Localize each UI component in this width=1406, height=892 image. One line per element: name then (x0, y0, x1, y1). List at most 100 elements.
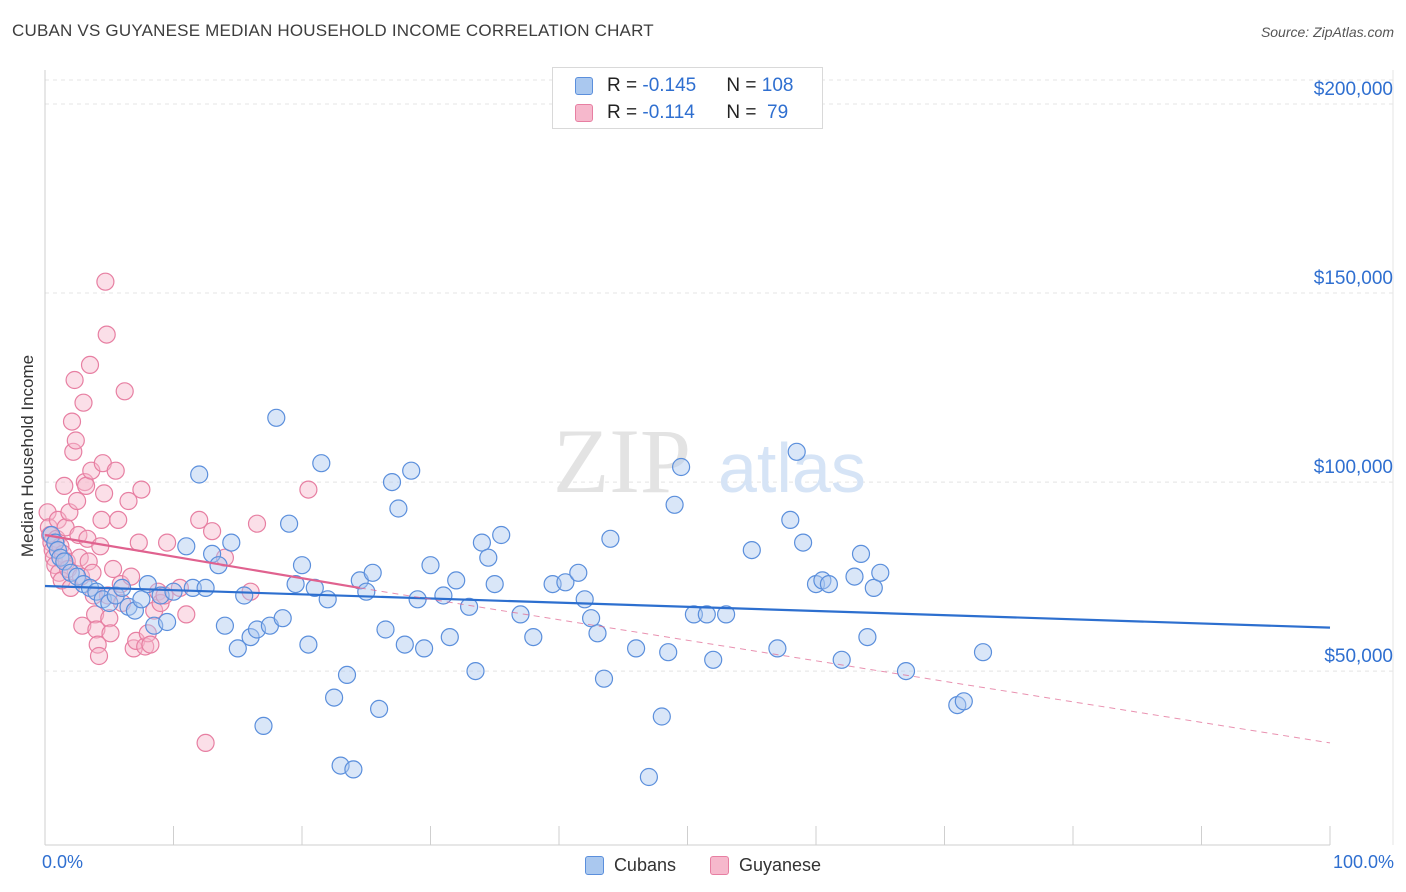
guyanese-point (97, 325, 116, 344)
y-tick-labels: $50,000 $100,000 $150,000 $200,000 (1314, 79, 1393, 667)
guyanese-point (203, 522, 222, 541)
guyanese-point (87, 620, 106, 639)
cuban-point (183, 578, 202, 598)
cuban-point (235, 586, 254, 605)
cuban-point (280, 514, 299, 533)
cuban-point (742, 540, 761, 560)
gridlines (45, 79, 1395, 672)
cuban-point (55, 552, 74, 571)
cuban-point (415, 639, 434, 658)
cuban-point (845, 567, 864, 586)
cuban-point (575, 590, 594, 609)
cuban-point (466, 661, 485, 681)
cuban-point (556, 573, 575, 592)
guyanese-point (103, 559, 123, 579)
cuban-point (100, 593, 119, 613)
cuban-point (267, 408, 286, 427)
cuban-points (42, 408, 993, 787)
axes (44, 70, 1394, 846)
guyanese-point (66, 431, 85, 450)
guyanese-point (38, 503, 57, 522)
legend-row-guyanese: R = -0.114 N = 79 (575, 100, 788, 126)
cuban-point (132, 590, 151, 609)
cuban-point (864, 578, 883, 598)
series-legend: Cubans Guyanese (0, 852, 1406, 878)
cuban-point (896, 661, 916, 681)
y-tick-label: $200,000 (1314, 79, 1393, 100)
cuban-point (344, 760, 363, 779)
r-value: -0.145 (642, 75, 697, 96)
cuban-point (370, 699, 389, 719)
guyanese-point (158, 533, 177, 552)
cuban-point (569, 563, 588, 582)
guyanese-point (177, 605, 196, 624)
cuban-point (626, 639, 646, 658)
cuban-point (363, 563, 382, 582)
cuban-point (177, 537, 196, 556)
cuban-point (652, 707, 671, 726)
cuban-point (697, 605, 716, 624)
cuban-point (479, 548, 498, 567)
cuban-point (447, 571, 466, 590)
guyanese-point (65, 370, 84, 390)
cuban-point (832, 650, 851, 669)
cuban-point (684, 605, 704, 624)
guyanese-point (79, 552, 98, 571)
guyanese-point (73, 616, 92, 635)
cuban-point (228, 639, 247, 658)
trend-lines (44, 533, 1331, 744)
cuban-point (434, 586, 453, 605)
cuban-point (716, 605, 736, 624)
source-note: Source: ZipAtlas.com (1260, 24, 1394, 40)
r-label: R = (607, 75, 643, 96)
cuban-point (460, 597, 479, 616)
cuban-point (337, 665, 357, 685)
watermark-zip: ZIP (553, 410, 691, 512)
cuban-point (871, 563, 890, 582)
cuban-point (402, 461, 421, 480)
cuban-point (819, 574, 839, 594)
guyanese-point (74, 393, 93, 412)
guyanese-point (101, 624, 120, 643)
cubans-trend-line (44, 584, 1331, 629)
y-tick-label: $50,000 (1324, 646, 1393, 667)
guyanese-point (138, 624, 157, 643)
chart-title: CUBAN VS GUYANESE MEDIAN HOUSEHOLD INCOM… (12, 21, 654, 40)
guyanese-point (115, 382, 134, 401)
guyanese-point (55, 476, 74, 495)
cuban-point (704, 650, 723, 669)
n-label: N = (726, 75, 762, 96)
guyanese-point (190, 510, 209, 530)
guyanese-point (96, 272, 115, 291)
cuban-point (389, 499, 408, 518)
cuban-point (601, 529, 620, 548)
y-tick-label: $150,000 (1314, 268, 1393, 289)
n-label: N = (726, 102, 762, 123)
cuban-point (440, 627, 459, 647)
cuban-point (524, 627, 543, 647)
cuban-point (492, 525, 511, 545)
guyanese-swatch (575, 104, 593, 122)
cuban-point (273, 609, 292, 628)
cuban-point (973, 643, 993, 662)
guyanese-point (89, 646, 109, 666)
guyanese-point (94, 484, 114, 503)
cuban-point (106, 586, 125, 605)
cuban-point (125, 601, 144, 620)
guyanese-point (67, 491, 87, 511)
cuban-point (421, 556, 440, 575)
guyanese-legend-swatch (709, 855, 729, 875)
cuban-point (318, 590, 337, 609)
cuban-point (241, 627, 260, 647)
cuban-point (299, 635, 318, 654)
guyanese-point (132, 480, 151, 499)
guyanese-point (129, 533, 148, 552)
cuban-point (254, 716, 273, 736)
guyanese-point (70, 548, 89, 567)
guyanese-point (64, 442, 83, 461)
cuban-point (196, 578, 215, 598)
cuban-point (588, 624, 607, 643)
cuban-point (671, 457, 691, 477)
cuban-point (376, 620, 395, 639)
guyanese-legend-label: Guyanese (738, 854, 822, 875)
